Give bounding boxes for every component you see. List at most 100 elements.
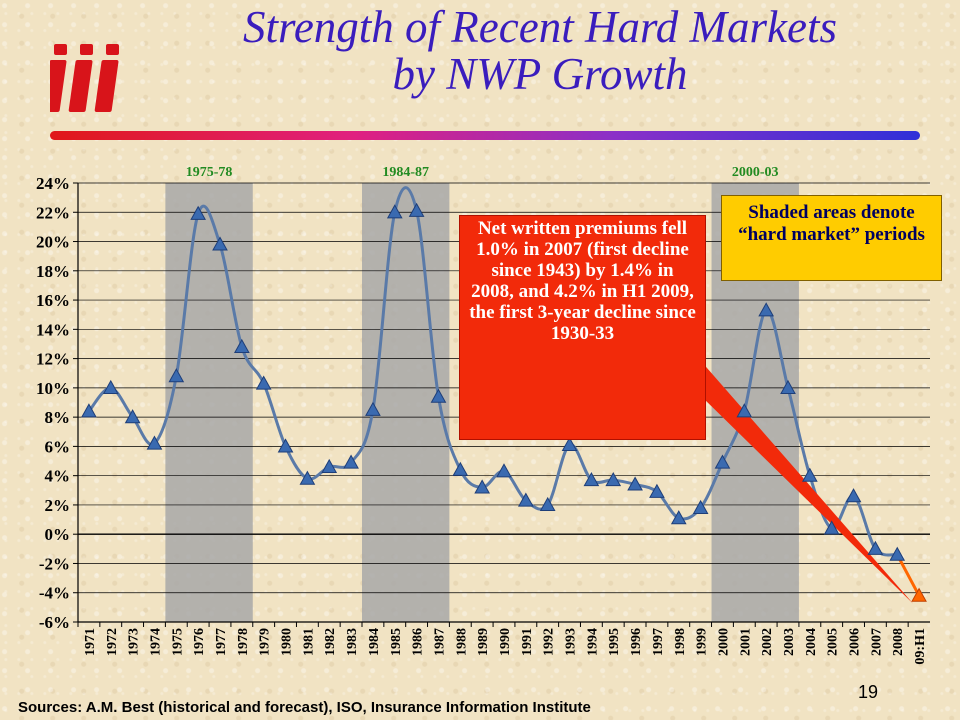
y-tick-label: 16% (36, 291, 70, 310)
y-tick-label: 8% (45, 408, 71, 427)
series-markers (81, 202, 927, 602)
x-tick-label: 1996 (629, 628, 644, 656)
axes (77, 183, 930, 623)
x-tick-label: 1994 (585, 628, 600, 656)
title-line-1: Strength of Recent Hard Markets (242, 2, 838, 52)
x-tick-label: 1993 (564, 628, 579, 656)
data-point-marker (190, 205, 207, 220)
data-point-marker (845, 488, 862, 503)
x-tick-label: 1988 (454, 628, 469, 656)
data-point-marker (801, 467, 818, 482)
x-tick-label: 2008 (891, 628, 906, 656)
period-label: 1984-87 (382, 165, 429, 180)
sources-footer: Sources: A.M. Best (historical and forec… (18, 699, 591, 716)
data-point-marker (758, 302, 775, 317)
data-point-marker (124, 409, 141, 424)
data-point-marker (233, 338, 250, 353)
data-point-marker (670, 510, 687, 525)
data-point-marker (474, 479, 491, 494)
data-point-marker (365, 401, 381, 416)
y-tick-label: -2% (39, 554, 70, 573)
x-tick-label: 2001 (738, 628, 753, 656)
data-point-marker (146, 435, 163, 450)
data-point-marker (649, 483, 665, 498)
x-tick-label: 1984 (367, 628, 382, 656)
y-tick-label: 22% (36, 203, 70, 222)
x-tick-label: 1998 (673, 628, 688, 656)
y-tick-label: 20% (36, 233, 70, 252)
data-point-marker (780, 379, 796, 394)
x-tick-label: 1975 (170, 628, 185, 656)
data-point-marker (583, 472, 600, 487)
y-tick-labels: 24% 22% 20% 18% 16% 14% 12% 10% 8% 6% 4% 2% 0% -2% -4%… (36, 174, 70, 632)
slide-title: Strength of Recent Hard Markets by NWP G… (140, 4, 940, 98)
data-point-marker (736, 403, 753, 418)
x-tick-label: 1971 (83, 628, 98, 656)
data-point-marker (889, 546, 906, 561)
x-tick-label: 2005 (826, 628, 841, 656)
data-point-marker (714, 454, 731, 469)
x-tick-labels: 1971 1972 1973 1974 1975 1976 1977 1978 1979 1980… (77, 622, 928, 665)
data-point-marker (430, 388, 447, 403)
data-point-marker (496, 463, 512, 478)
data-point-marker (408, 202, 425, 217)
x-tick-label: 1987 (432, 628, 447, 656)
x-tick-label: 1974 (148, 628, 163, 656)
page-number: 19 (858, 682, 879, 702)
data-point-marker (823, 520, 840, 535)
x-tick-label: 1972 (105, 628, 120, 656)
y-tick-label: 10% (36, 379, 70, 398)
iii-logo (50, 44, 119, 112)
x-tick-label: 1986 (411, 628, 426, 656)
data-point-marker (517, 492, 534, 507)
x-tick-label: 1977 (214, 628, 229, 656)
callout-nwp-decline: Net written premiums fell 1.0% in 2007 (… (459, 215, 706, 440)
x-tick-label: 1997 (651, 628, 666, 656)
x-tick-label: 2006 (848, 628, 863, 656)
y-tick-label: -6% (39, 613, 70, 632)
x-tick-label: 1992 (542, 628, 557, 656)
x-tick-label: 1989 (476, 628, 491, 656)
data-point-marker (561, 436, 578, 452)
data-point-marker (911, 587, 927, 602)
data-point-marker (81, 403, 97, 418)
x-tick-label: 1999 (695, 628, 710, 656)
x-tick-label: 2004 (804, 628, 819, 656)
data-point-marker (539, 496, 556, 512)
x-tick-label: 1980 (280, 628, 295, 656)
x-tick-label: 1981 (301, 628, 316, 656)
data-point-marker (692, 499, 709, 514)
title-line-2: by NWP Growth (392, 49, 688, 99)
y-tick-label: 2% (45, 496, 71, 515)
shade-1975-78 (165, 183, 253, 622)
x-tick-label: 1976 (192, 628, 207, 656)
data-point-marker (386, 204, 403, 219)
x-tick-label: 1983 (345, 628, 360, 656)
y-tick-label: 0% (45, 525, 71, 544)
data-point-marker (212, 236, 228, 251)
x-tick-label: 1973 (127, 628, 142, 656)
callout-pointer (700, 360, 914, 604)
period-label: 2000-03 (732, 165, 779, 180)
y-tick-label: 14% (36, 320, 70, 339)
y-tick-label: 24% (36, 174, 70, 193)
data-point-marker (168, 368, 185, 383)
period-label: 1975-78 (186, 165, 233, 180)
y-tick-label: 18% (36, 262, 70, 281)
x-tick-label: 2000 (716, 628, 731, 656)
x-tick-label: 1982 (323, 628, 338, 656)
x-tick-label: 1985 (389, 628, 404, 656)
x-tick-label: 1990 (498, 628, 513, 656)
data-point-marker (255, 375, 272, 390)
data-point-marker (343, 454, 359, 469)
x-tick-label: 1991 (520, 628, 535, 656)
x-tick-label: 1978 (236, 628, 251, 656)
period-labels: 1975-78 1984-87 2000-03 (186, 165, 779, 180)
data-point-marker (605, 472, 622, 487)
x-tick-label: 1979 (258, 628, 273, 656)
data-point-marker (867, 540, 884, 555)
data-point-marker (102, 379, 119, 394)
x-tick-label: 2007 (869, 628, 884, 656)
x-tick-label: 2003 (782, 628, 797, 656)
x-tick-label: 1995 (607, 628, 622, 656)
